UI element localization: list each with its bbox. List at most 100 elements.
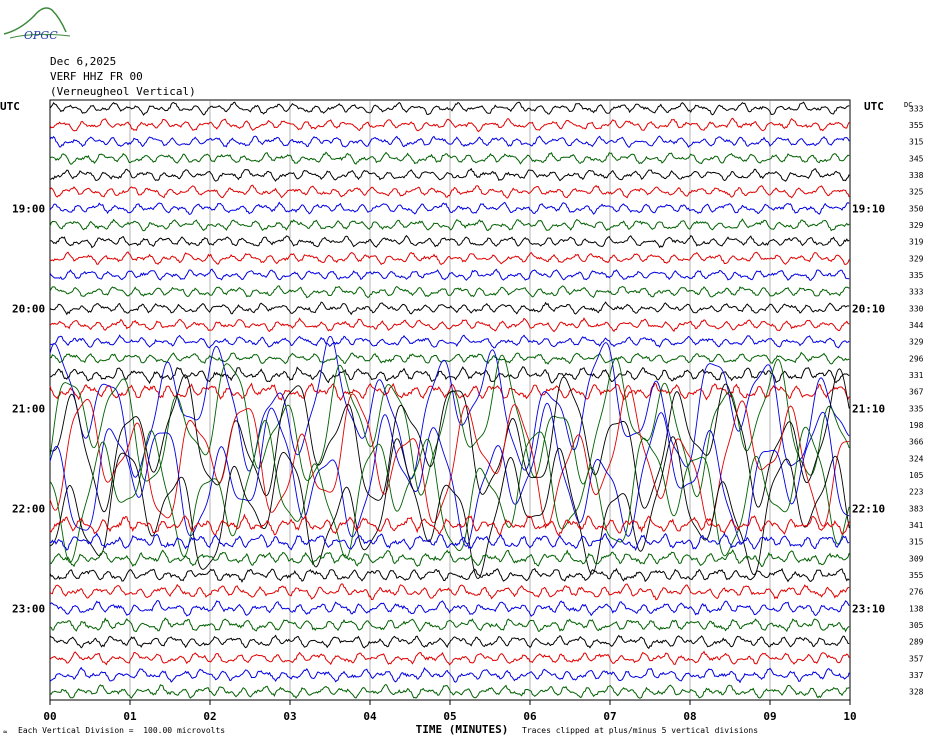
trace-row [49, 617, 850, 633]
trace-row [49, 666, 850, 684]
right-utc-label: UTC [864, 100, 884, 113]
trace-row [49, 218, 850, 232]
dc-offset-value: 325 [909, 188, 924, 197]
dc-offset-value: 329 [909, 221, 924, 230]
dc-offset-value: 355 [909, 121, 924, 130]
trace-row [49, 351, 850, 365]
dc-offset-value: 355 [909, 571, 924, 580]
trace-row [49, 334, 850, 349]
right-time-label: 19:10 [852, 202, 885, 215]
trace-row [49, 285, 850, 299]
right-time-label: 22:10 [852, 502, 885, 515]
trace-row [49, 135, 850, 149]
right-time-label: 23:10 [852, 602, 885, 615]
logo-text: OPGC [24, 29, 58, 42]
trace-row [49, 268, 850, 282]
dc-offset-value: 296 [909, 354, 924, 363]
trace-row [49, 382, 850, 402]
trace-row [49, 301, 850, 316]
x-tick-label: 05 [443, 710, 456, 723]
location-label: (Verneugheol Vertical) [50, 85, 196, 98]
dc-offset-value: 338 [909, 171, 924, 180]
trace-row [49, 650, 850, 666]
trace-row [49, 234, 850, 249]
x-tick-label: 09 [763, 710, 776, 723]
x-tick-label: 01 [123, 710, 137, 723]
dc-offset-value: 276 [909, 588, 924, 597]
trace-row [49, 549, 850, 568]
dc-offset-value: 105 [909, 471, 924, 480]
trace-row [49, 567, 850, 584]
x-tick-label: 06 [523, 710, 537, 723]
trace-row [49, 251, 850, 266]
dc-offset-value: 309 [909, 554, 924, 563]
left-time-label: 21:00 [12, 402, 45, 415]
trace-row [49, 583, 850, 601]
left-time-label: 22:00 [12, 502, 45, 515]
trace-row [49, 317, 850, 333]
dc-offset-value: 315 [909, 538, 924, 547]
x-tick-label: 04 [363, 710, 377, 723]
dc-offset-value: 333 [909, 104, 924, 113]
dc-offset-value: 328 [909, 688, 924, 697]
dc-offset-value: 333 [909, 288, 924, 297]
dc-offset-value: 315 [909, 138, 924, 147]
trace-row [49, 368, 850, 513]
dc-offset-value: 357 [909, 654, 924, 663]
right-time-label: 21:10 [852, 402, 885, 415]
trace-row [49, 151, 850, 165]
x-tick-label: 02 [203, 710, 216, 723]
date-label: Dec 6,2025 [50, 55, 117, 68]
left-time-label: 19:00 [12, 202, 45, 215]
opgc-logo: OPGC [3, 7, 71, 42]
x-tick-label: 08 [683, 710, 696, 723]
clip-note: Traces clipped at plus/minus 5 vertical … [522, 726, 759, 735]
dc-offset-value: 289 [909, 638, 924, 647]
x-tick-label: 00 [43, 710, 56, 723]
x-axis-title: TIME (MINUTES) [416, 723, 509, 736]
dc-offset-value: 335 [909, 404, 924, 413]
trace-row [49, 513, 850, 537]
trace-row [49, 436, 850, 579]
trace-row [49, 101, 850, 116]
x-tick-label: 07 [603, 710, 616, 723]
dc-offset-value: 335 [909, 271, 924, 280]
station-label: VERF HHZ FR 00 [50, 70, 143, 83]
dc-offset-value: 331 [909, 371, 924, 380]
trace-row [49, 402, 850, 547]
right-time-label: 20:10 [852, 302, 885, 315]
trace-row [49, 117, 850, 133]
dc-offset-value: 337 [909, 671, 924, 680]
x-tick-label: 03 [283, 710, 296, 723]
x-tick-label: 10 [843, 710, 856, 723]
dc-label: DC [904, 101, 912, 109]
dc-offset-value: 366 [909, 438, 924, 447]
dc-offset-value: 330 [909, 304, 924, 313]
dc-offset-value: 305 [909, 621, 924, 630]
trace-row [49, 683, 850, 699]
mountain-icon [3, 7, 67, 35]
plot-grid [49, 99, 851, 705]
division-note: Each Vertical Division = 100.00 microvol… [18, 726, 226, 735]
dc-offset-value: 367 [909, 388, 924, 397]
trace-row [49, 419, 850, 564]
trace-row [49, 201, 850, 215]
dc-offset-value: 341 [909, 521, 924, 530]
dc-offset-value: 198 [909, 421, 924, 430]
left-utc-label: UTC [0, 100, 20, 113]
plot-labels: 00 01 02 03 04 05 06 07 08 09 10 TIME (MINUTES) UTC U… [0, 100, 924, 736]
dc-offset-value: 223 [909, 488, 924, 497]
trace-row [49, 634, 850, 650]
trace-row [49, 354, 850, 498]
dc-offset-value: 350 [909, 204, 924, 213]
trace-row [49, 599, 850, 617]
dc-offset-value: 324 [909, 454, 924, 463]
dc-offset-value: 329 [909, 338, 924, 347]
dc-offset-value: 319 [909, 238, 924, 247]
dc-offset-value: 344 [909, 321, 924, 330]
dc-offset-value: 383 [909, 504, 924, 513]
corner-mark: ≈ [3, 728, 8, 736]
dc-offset-value: 345 [909, 154, 924, 163]
trace-row [49, 184, 850, 199]
